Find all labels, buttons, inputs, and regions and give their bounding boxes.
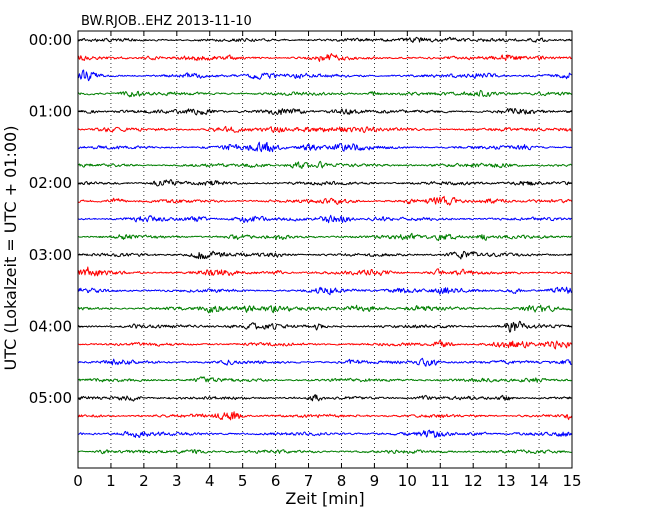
- x-tick-label: 13: [497, 472, 516, 490]
- seismic-trace: [77, 339, 572, 350]
- y-tick-label: 02:00: [29, 174, 72, 192]
- seismic-trace: [77, 108, 572, 116]
- y-axis-ticks: 00:00 01:00 02:00 03:00 04:00 05:00: [29, 31, 572, 407]
- seismic-trace: [77, 449, 572, 455]
- seismic-trace: [77, 376, 572, 383]
- seismic-trace: [77, 53, 572, 62]
- x-tick-label: 5: [238, 472, 248, 490]
- seismic-trace: [77, 89, 572, 98]
- y-axis-label: UTC (Lokalzeit = UTC + 01:00): [1, 126, 20, 371]
- seismic-trace: [77, 125, 572, 134]
- seismic-trace: [77, 429, 572, 439]
- y-tick-label: 04:00: [29, 317, 72, 335]
- y-tick-label: 03:00: [29, 246, 72, 264]
- x-tick-label: 8: [337, 472, 347, 490]
- x-tick-label: 14: [530, 472, 549, 490]
- x-tick-label: 6: [271, 472, 281, 490]
- x-axis-label: Zeit [min]: [285, 489, 364, 508]
- seismic-trace: [77, 232, 572, 242]
- y-tick-label: 01:00: [29, 103, 72, 121]
- x-tick-label: 7: [304, 472, 314, 490]
- vertical-grid: [110, 31, 540, 468]
- x-tick-label: 12: [464, 472, 483, 490]
- x-tick-label: 2: [139, 472, 149, 490]
- x-tick-label: 15: [562, 472, 581, 490]
- seismic-trace: [77, 179, 572, 187]
- seismic-trace: [77, 69, 572, 82]
- seismic-trace: [77, 411, 572, 421]
- seismic-trace: [77, 250, 572, 260]
- x-axis-ticks: 0 1 2 3 4 5 6 7 8 9 10 11 12 13 14 15: [73, 31, 582, 490]
- seismic-trace: [77, 304, 572, 314]
- seismic-trace: [77, 286, 572, 296]
- x-tick-label: 9: [370, 472, 380, 490]
- x-tick-label: 1: [106, 472, 116, 490]
- x-tick-label: 10: [398, 472, 417, 490]
- seismic-trace: [77, 394, 572, 402]
- seismic-trace: [77, 160, 572, 169]
- seismic-trace: [77, 36, 572, 43]
- x-tick-label: 3: [172, 472, 182, 490]
- seismic-trace: [77, 320, 572, 333]
- seismic-trace: [77, 195, 572, 206]
- seismic-traces: [77, 36, 572, 455]
- x-tick-label: 11: [431, 472, 450, 490]
- x-tick-label: 0: [73, 472, 83, 490]
- seismic-trace: [77, 141, 572, 153]
- plot-frame: [77, 30, 573, 469]
- seismic-trace: [77, 357, 572, 367]
- y-tick-label: 00:00: [29, 31, 72, 49]
- y-tick-label: 05:00: [29, 389, 72, 407]
- chart-title: BW.RJOB..EHZ 2013-11-10: [81, 14, 252, 29]
- seismic-trace: [77, 266, 572, 277]
- x-tick-label: 4: [205, 472, 215, 490]
- seismic-trace: [77, 214, 572, 224]
